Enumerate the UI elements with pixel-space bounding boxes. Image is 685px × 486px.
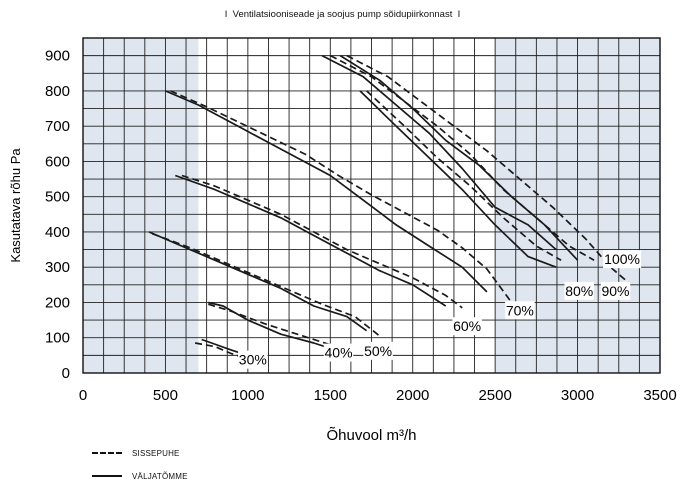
x-tick-label: 3500 <box>643 387 676 404</box>
x-tick-label: 3000 <box>561 387 594 404</box>
label-background <box>603 250 642 269</box>
y-tick-label: 100 <box>45 330 70 347</box>
percent-label: 60% <box>453 318 481 334</box>
percent-label: 30% <box>239 352 267 368</box>
curve-dashed-50pct <box>151 232 381 337</box>
curve-dashed-40pct <box>208 303 331 346</box>
fan-curves <box>148 54 628 360</box>
chart-title: I Ventilatsiooniseade ja soojus pump sõi… <box>224 9 461 20</box>
y-axis-label: Kasutatava rõhu Pa <box>8 148 23 263</box>
label-background <box>238 350 268 369</box>
y-tick-label: 200 <box>45 294 70 311</box>
percent-labels: 30% 40% 50% 60% 70% 80% 90% 100% <box>238 250 642 369</box>
x-tick-label: 2000 <box>396 387 429 404</box>
percent-label: 70% <box>506 302 534 318</box>
curve-solid-100pct <box>339 54 579 261</box>
y-tick-label: 300 <box>45 259 70 276</box>
curve-dashed-70pct <box>170 90 513 304</box>
legend-item-supply: SISSEPUHE <box>92 446 180 460</box>
percent-label: 40% <box>325 345 353 361</box>
legend-label: VÄLJATÕMME <box>132 471 188 481</box>
x-tick-label: 500 <box>153 387 178 404</box>
legend-label: SISSEPUHE <box>132 448 180 458</box>
label-background <box>363 341 393 360</box>
y-tick-label: 900 <box>45 48 70 65</box>
curve-solid-70pct <box>165 90 488 293</box>
curve-dashed-100pct <box>346 54 628 282</box>
curve-solid-80pct <box>359 90 557 268</box>
x-axis-label: Õhuvool m³/h <box>326 427 416 444</box>
legend-item-exhaust: VÄLJATÕMME <box>92 469 188 483</box>
y-tick-label: 400 <box>45 224 70 241</box>
percent-label: 50% <box>364 343 392 359</box>
curve-solid-60pct <box>175 174 447 307</box>
percent-label: 80% <box>565 283 593 299</box>
percent-label: 90% <box>601 283 629 299</box>
label-background <box>505 301 535 320</box>
percent-label: 100% <box>604 251 640 267</box>
y-tick-label: 700 <box>45 118 70 135</box>
y-tick-label: 0 <box>62 365 70 382</box>
curve-solid-40pct <box>208 301 331 350</box>
curve-solid-50pct <box>148 231 368 332</box>
x-tick-label: 1000 <box>231 387 264 404</box>
x-tick-label: 2500 <box>478 387 511 404</box>
label-background <box>323 343 354 362</box>
shaded-region <box>83 38 199 373</box>
y-tick-label: 600 <box>45 153 70 170</box>
x-tick-label: 0 <box>79 387 87 404</box>
axis-labels: 0 500 1000 1500 2000 2500 3000 3500 0 100 200 300 40… <box>8 48 677 444</box>
label-background <box>452 317 482 336</box>
label-background <box>600 281 631 300</box>
curve-solid-90pct <box>321 54 557 251</box>
label-background <box>564 281 594 300</box>
y-tick-label: 500 <box>45 189 70 206</box>
x-tick-label: 1500 <box>314 387 347 404</box>
curve-dashed-90pct <box>329 54 595 261</box>
dashed-line-icon <box>92 452 122 454</box>
plot-frame <box>82 37 661 374</box>
curve-dashed-60pct <box>181 174 463 309</box>
y-tick-label: 800 <box>45 83 70 100</box>
solid-line-icon <box>92 475 122 477</box>
